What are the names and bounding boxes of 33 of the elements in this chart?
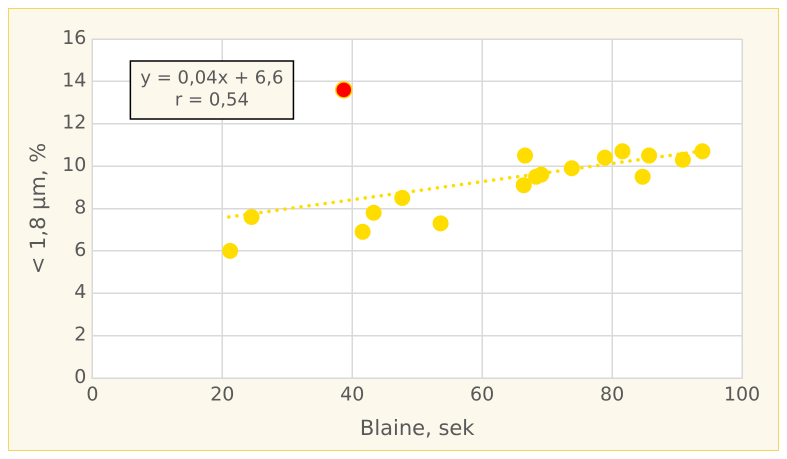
point	[335, 81, 353, 99]
y-axis-title: < 1,8 µm, %	[26, 142, 50, 274]
y-tick-label: 16	[62, 26, 86, 49]
x-tick-label: 100	[724, 383, 760, 406]
y-tick-label: 4	[74, 281, 86, 304]
y-tick-label: 6	[74, 238, 86, 261]
y-tick-label: 2	[74, 324, 86, 346]
x-tick-label: 40	[340, 383, 364, 406]
y-tick-label: 10	[62, 154, 86, 176]
x-axis-title: Blaine, sek	[360, 416, 476, 440]
x-tick-label: 20	[210, 383, 234, 406]
point	[244, 208, 260, 225]
point	[432, 215, 449, 232]
y-tick-label: 14	[62, 69, 86, 92]
point	[674, 152, 691, 168]
annotation: y = 0,04x + 6,6 r = 0,54	[140, 68, 284, 111]
point	[354, 224, 371, 240]
point	[596, 150, 613, 166]
x-tick-label: 80	[600, 383, 624, 406]
point	[394, 190, 410, 206]
y-tick-label: 0	[74, 366, 86, 388]
point	[634, 168, 651, 185]
point	[516, 177, 532, 194]
point	[222, 242, 238, 259]
y-tick-label: 12	[62, 112, 86, 134]
y-tick-label: 8	[74, 196, 86, 218]
point	[564, 160, 580, 176]
point	[614, 143, 630, 160]
point	[366, 204, 382, 221]
x-tick-label: 60	[470, 383, 494, 406]
point	[517, 148, 534, 164]
point	[641, 148, 658, 164]
point	[694, 143, 710, 160]
